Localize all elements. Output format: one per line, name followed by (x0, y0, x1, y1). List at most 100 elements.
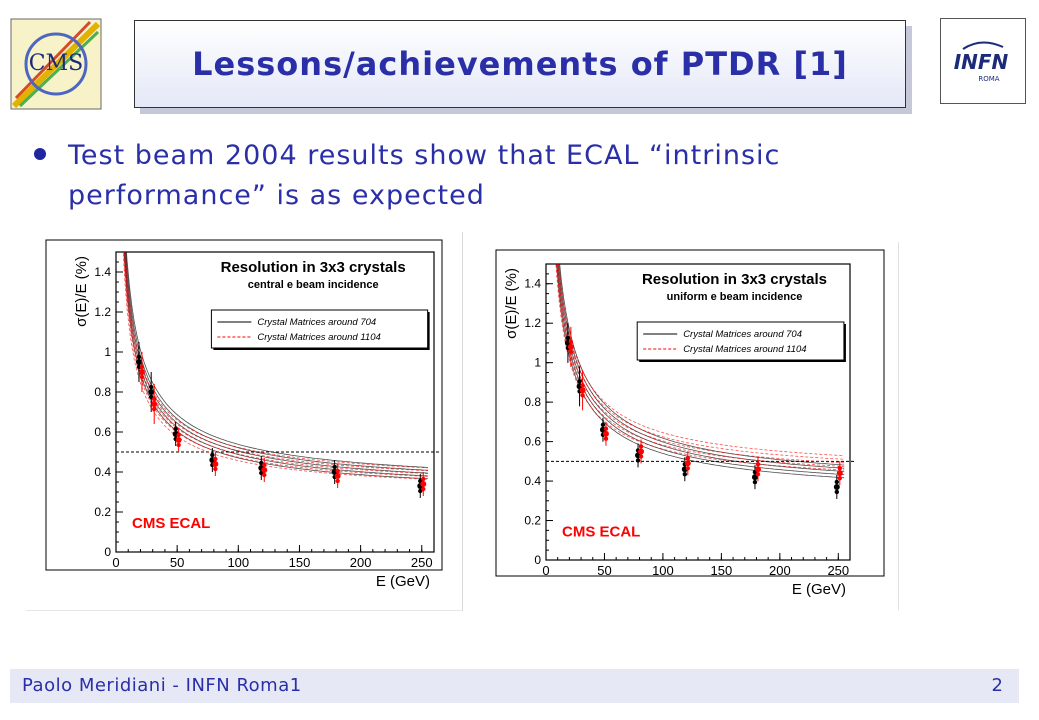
y-tick-label: 1.2 (94, 305, 111, 319)
data-point (836, 470, 843, 477)
data-point (567, 343, 574, 350)
fit-curve (123, 252, 428, 477)
x-tick-label: 200 (769, 563, 791, 578)
fit-curve (558, 264, 845, 457)
fit-curve (124, 252, 428, 477)
data-point (603, 426, 609, 431)
y-tick-label: 1.4 (94, 265, 111, 279)
y-tick-label: 1.4 (524, 277, 541, 291)
fit-curve (124, 252, 428, 474)
data-point (837, 475, 843, 481)
fit-curve (556, 264, 845, 479)
data-point (148, 384, 154, 390)
fit-curve (124, 252, 428, 472)
data-point (579, 387, 586, 394)
chart-title: Resolution in 3x3 crystals (221, 259, 406, 276)
data-point (139, 374, 145, 380)
fit-curve (556, 264, 845, 475)
data-point (136, 354, 142, 360)
data-point (600, 422, 606, 427)
data-point (262, 462, 267, 468)
data-point (833, 483, 840, 490)
y-axis-label: σ(E)/E (%) (73, 256, 90, 327)
y-tick-label: 0.8 (524, 395, 541, 409)
data-point (755, 472, 761, 477)
data-point (212, 461, 219, 467)
svg-text:INFN: INFN (954, 50, 1009, 74)
legend-box (636, 321, 845, 361)
legend-box (210, 309, 429, 349)
resolution-chart-uniform: 0 0.2 0.4 0.6 0.8 1 1.2 1.4 0 50 100 150 200 250 E (Ge… (495, 249, 885, 598)
data-point (577, 379, 582, 384)
data-point (638, 444, 644, 449)
data-point (421, 476, 426, 482)
y-tick-label: 0.2 (94, 505, 111, 519)
data-point (262, 472, 267, 478)
data-point (334, 473, 341, 479)
fit-curves (555, 264, 845, 479)
x-tick-label: 50 (170, 555, 184, 570)
chart-panel-left: 0 0.2 0.4 0.6 0.8 1 1.2 1.4 0 50 100 150 200 250 E (Ge… (26, 232, 463, 611)
data-point (176, 432, 181, 438)
legend-label: Crystal Matrices around 704 (683, 329, 802, 340)
fit-curve (558, 264, 845, 469)
data-point (173, 426, 178, 432)
data-point (755, 462, 761, 467)
data-point (421, 486, 426, 492)
data-point (685, 466, 691, 471)
data-point (565, 335, 571, 341)
fit-curve (125, 252, 428, 471)
data-point (568, 349, 574, 355)
data-point (638, 448, 645, 455)
data-point (635, 458, 641, 463)
data-point (135, 359, 142, 365)
data-point (580, 393, 585, 398)
infn-logo: INFN ROMA (940, 18, 1026, 104)
y-tick-label: 0.4 (524, 474, 541, 488)
data-point (332, 464, 337, 470)
legend-label: Crystal Matrices around 704 (257, 317, 376, 328)
data-point (603, 436, 609, 441)
fit-curves (122, 252, 428, 480)
x-tick-label: 150 (711, 563, 733, 578)
y-tick-label: 0.6 (524, 435, 541, 449)
x-tick-label: 0 (542, 563, 549, 578)
data-point (682, 472, 688, 477)
y-tick-label: 1.2 (524, 316, 541, 330)
y-tick-label: 0 (534, 553, 541, 567)
data-point (568, 339, 574, 345)
fit-curve (559, 264, 845, 466)
x-tick-label: 150 (289, 555, 311, 570)
y-axis-label: σ(E)/E (%) (503, 268, 520, 339)
data-point (148, 389, 155, 395)
y-tick-label: 1 (534, 356, 541, 370)
x-tick-label: 100 (652, 563, 674, 578)
data-point (638, 454, 644, 459)
footer-author: Paolo Meridiani - INFN Roma1 (22, 675, 302, 696)
fit-curve (122, 252, 428, 480)
data-point (176, 442, 181, 448)
title-box: Lessons/achievements of PTDR [1] (134, 20, 906, 108)
y-tick-label: 0.8 (94, 385, 111, 399)
x-tick-label: 50 (597, 563, 611, 578)
data-point (685, 456, 691, 461)
svg-text:CMS: CMS (29, 51, 83, 76)
fit-curve (123, 252, 428, 480)
y-tick-label: 0.2 (524, 514, 541, 528)
data-point (420, 481, 427, 487)
cms-ecal-annotation: CMS ECAL (132, 515, 210, 532)
chart-title: Resolution in 3x3 crystals (642, 271, 827, 288)
y-tick-label: 0.4 (94, 465, 111, 479)
data-point (335, 478, 340, 484)
slide-title: Lessons/achievements of PTDR [1] (192, 45, 848, 83)
fit-curve (126, 252, 428, 468)
page-number: 2 (991, 675, 1003, 696)
data-point (151, 406, 157, 412)
data-point (139, 364, 145, 370)
resolution-chart-central: 0 0.2 0.4 0.6 0.8 1 1.2 1.4 0 50 100 150 200 250 E (Ge… (45, 239, 443, 590)
y-tick-label: 1 (104, 345, 111, 359)
data-point (213, 466, 218, 472)
chart-frame (45, 239, 443, 571)
fit-curve (557, 264, 845, 460)
data-point (175, 437, 182, 443)
